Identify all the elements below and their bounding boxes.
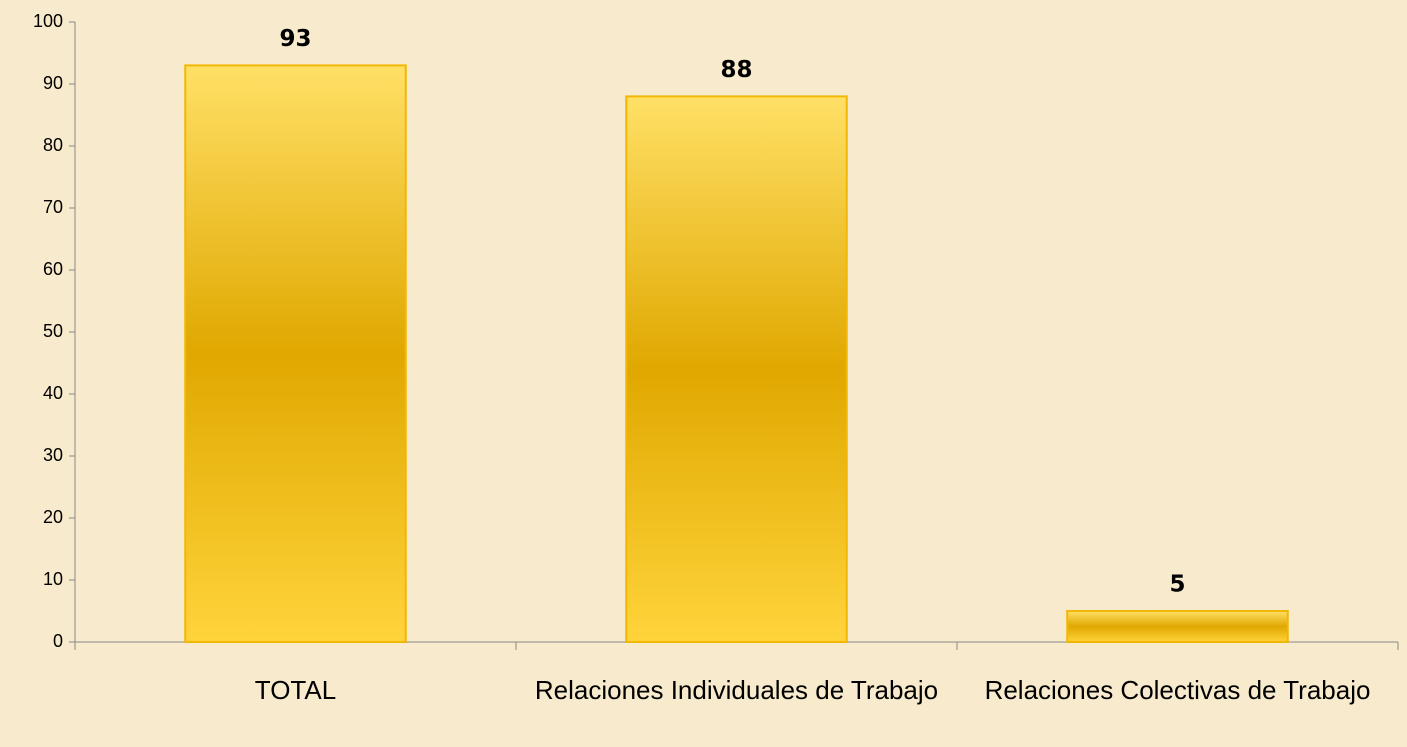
value-label: 93	[279, 26, 311, 52]
value-label: 88	[720, 57, 752, 83]
bar	[1066, 610, 1289, 643]
y-tick-label: 10	[43, 569, 63, 589]
y-tick-label: 0	[53, 631, 63, 651]
y-tick-label: 100	[33, 11, 63, 31]
y-tick-label: 20	[43, 507, 63, 527]
y-tick-label: 90	[43, 73, 63, 93]
y-tick-label: 30	[43, 445, 63, 465]
y-tick-label: 40	[43, 383, 63, 403]
bar	[625, 95, 848, 643]
x-tick-label: Relaciones Colectivas de Trabajo	[984, 675, 1371, 705]
y-tick-label: 70	[43, 197, 63, 217]
value-label: 5	[1169, 572, 1185, 598]
y-tick-label: 80	[43, 135, 63, 155]
x-tick-label: TOTAL	[254, 675, 337, 705]
y-tick-label: 50	[43, 321, 63, 341]
x-tick-label: Relaciones Individuales de Trabajo	[534, 675, 939, 705]
bar	[184, 64, 407, 643]
y-tick-label: 60	[43, 259, 63, 279]
